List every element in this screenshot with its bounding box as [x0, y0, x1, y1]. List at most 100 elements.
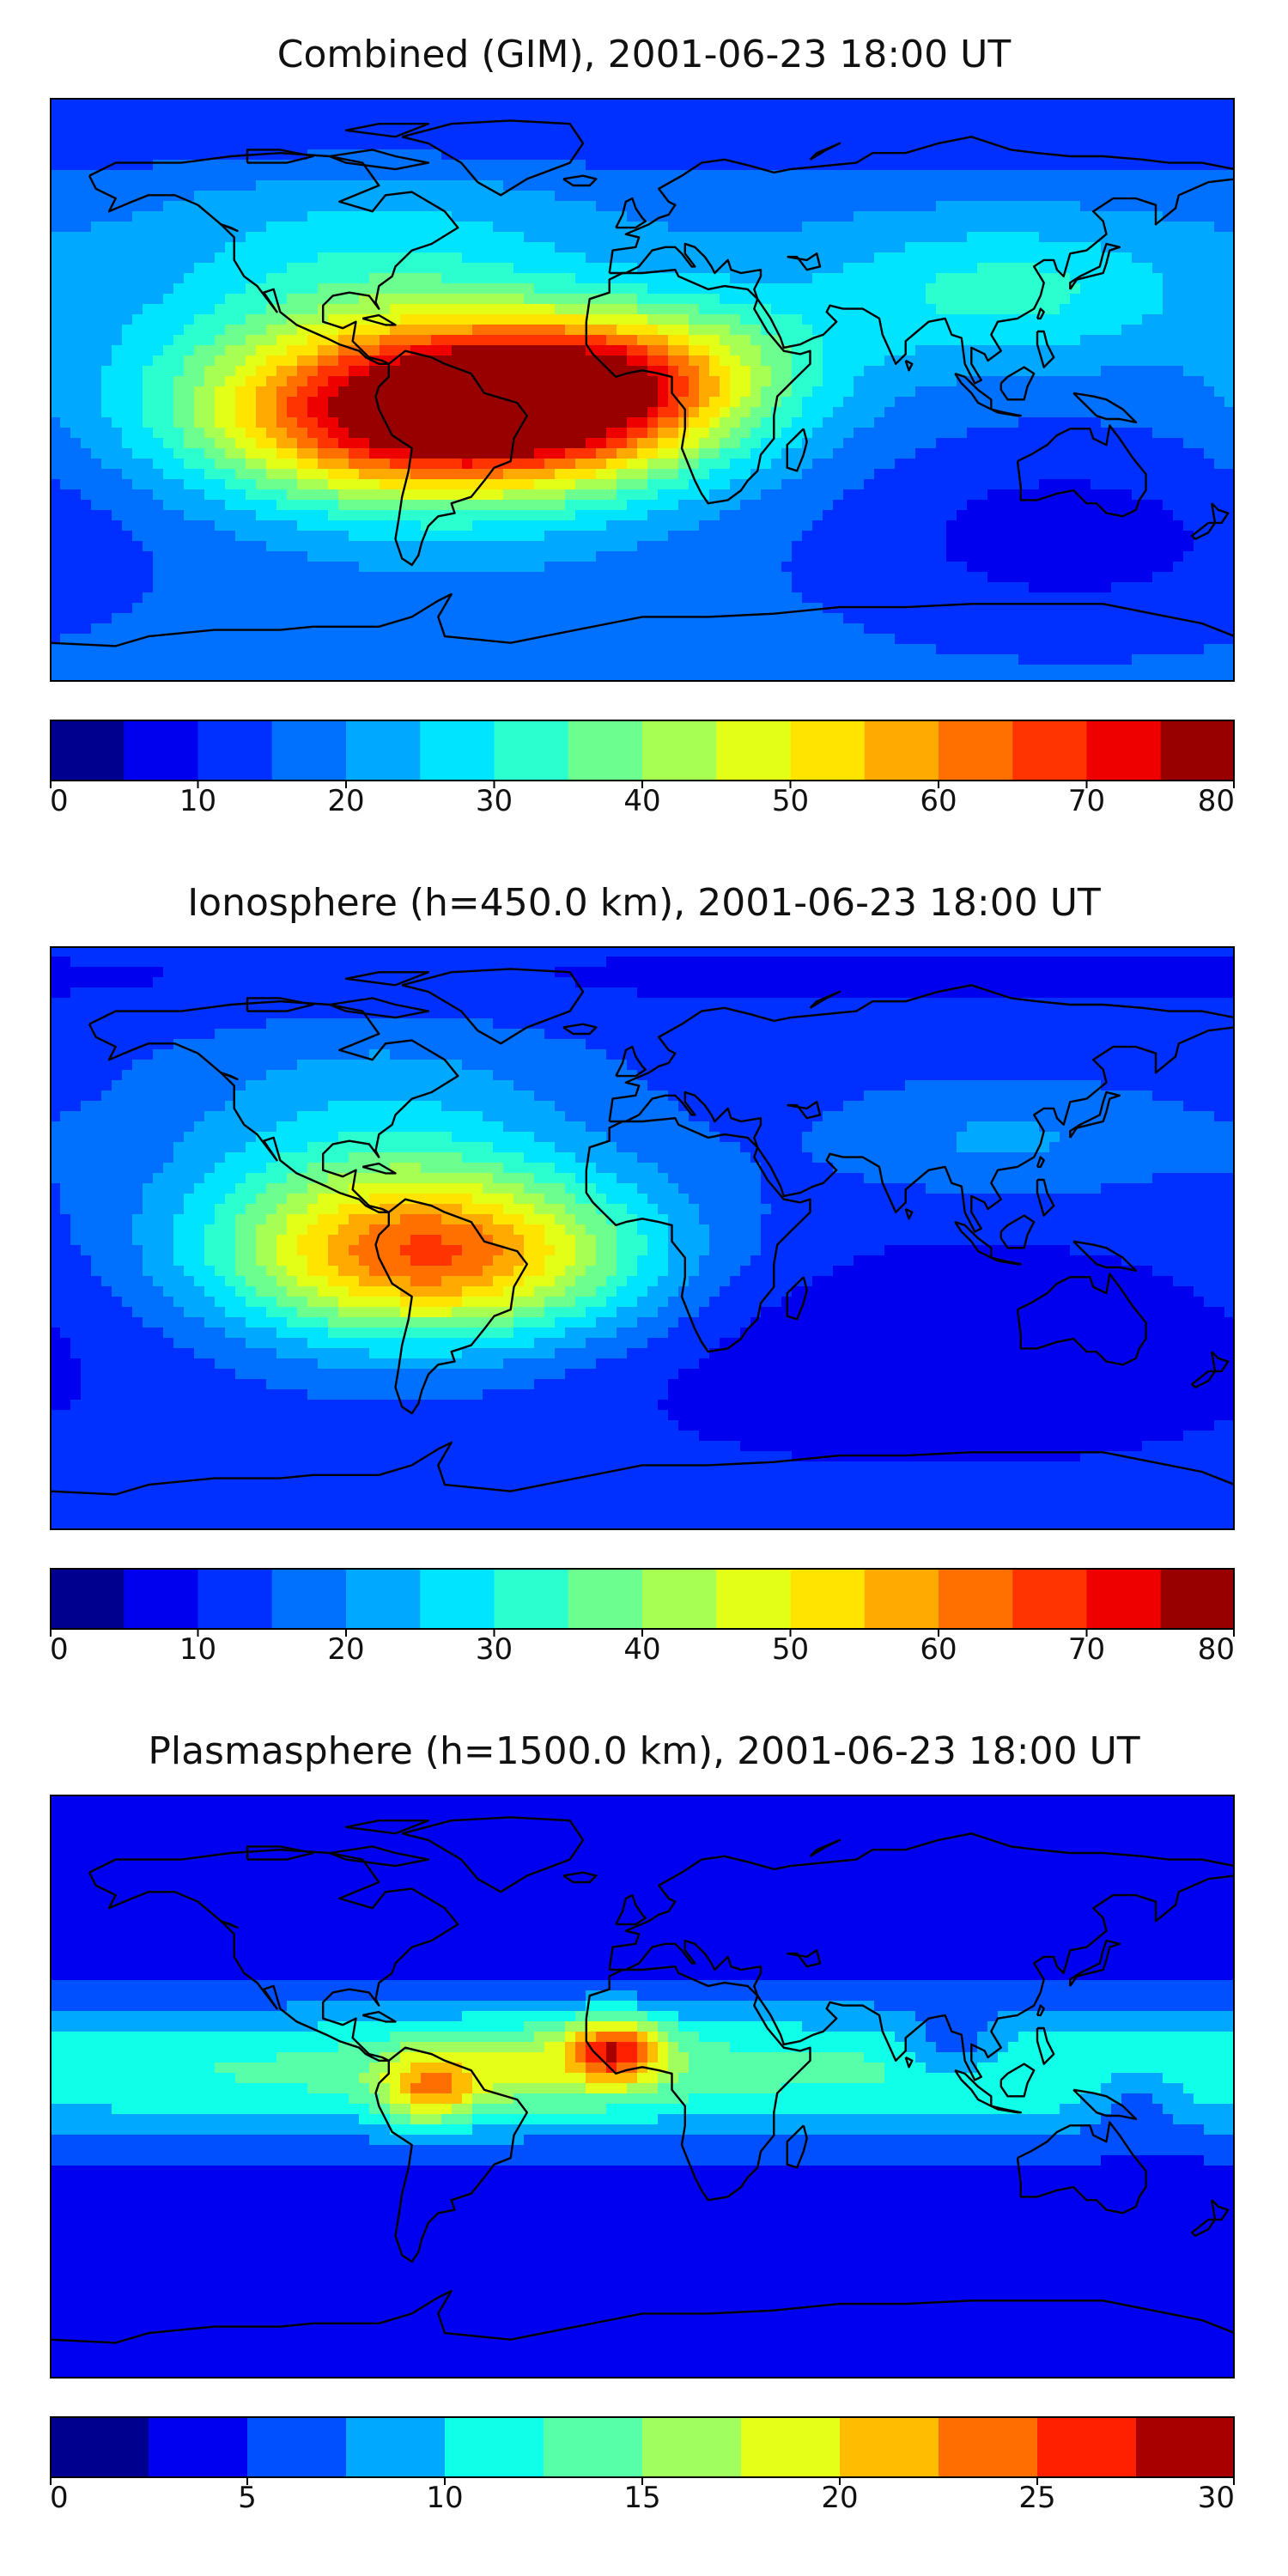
heatmap-cell: [730, 448, 741, 459]
heatmap-cell: [410, 335, 422, 346]
heatmap-cell: [297, 335, 308, 346]
heatmap-cell: [730, 201, 741, 212]
heatmap-cell: [235, 448, 246, 459]
heatmap-cell: [1080, 222, 1091, 233]
heatmap-cell: [1070, 355, 1081, 367]
heatmap-cell: [637, 479, 648, 490]
heatmap-cell: [720, 366, 731, 377]
heatmap-cell: [802, 386, 813, 398]
heatmap-cell: [184, 294, 195, 305]
heatmap-cell: [709, 335, 720, 346]
heatmap-cell: [596, 355, 607, 367]
heatmap-cell: [946, 149, 957, 161]
heatmap-cell: [1214, 294, 1225, 305]
heatmap-cell: [390, 355, 401, 367]
heatmap-cell: [833, 469, 844, 480]
heatmap-cell: [184, 139, 195, 150]
heatmap-cell: [173, 407, 185, 418]
heatmap-cell: [555, 438, 566, 449]
heatmap-cell: [380, 232, 391, 243]
heatmap-cell: [709, 232, 720, 243]
heatmap-cell: [441, 469, 453, 480]
heatmap-cell: [318, 417, 329, 428]
heatmap-cell: [1121, 118, 1133, 130]
heatmap-cell: [318, 273, 329, 284]
heatmap-cell: [606, 520, 617, 532]
heatmap-cell: [452, 180, 463, 191]
heatmap-cell: [400, 139, 411, 150]
heatmap-cell: [400, 500, 411, 511]
heatmap-cell: [338, 510, 349, 521]
heatmap-cell: [225, 180, 236, 191]
heatmap-cell: [936, 129, 947, 140]
heatmap-cell: [926, 448, 937, 459]
heatmap-cell: [297, 252, 308, 264]
heatmap-cell: [503, 139, 514, 150]
heatmap-cell: [307, 345, 319, 356]
heatmap-cell: [338, 273, 349, 284]
heatmap-cell: [730, 510, 741, 521]
heatmap-cell: [606, 294, 617, 305]
heatmap-cell: [905, 294, 916, 305]
heatmap-cell: [781, 283, 793, 295]
heatmap-cell: [173, 252, 185, 264]
heatmap-cell: [730, 345, 741, 356]
heatmap-cell: [1204, 469, 1215, 480]
heatmap-cell: [761, 252, 772, 264]
heatmap-cell: [483, 376, 494, 387]
heatmap-cell: [369, 479, 380, 490]
heatmap-cell: [349, 386, 360, 398]
heatmap-cell: [1029, 438, 1040, 449]
heatmap-cell: [617, 438, 628, 449]
heatmap-cell: [998, 325, 1009, 336]
heatmap-cell: [977, 98, 988, 109]
heatmap-cell: [781, 479, 793, 490]
heatmap-cell: [91, 263, 102, 274]
heatmap-cell: [812, 386, 823, 398]
heatmap-cell: [617, 510, 628, 521]
heatmap-cell: [328, 283, 339, 295]
heatmap-cell: [575, 428, 586, 439]
heatmap-cell: [81, 273, 92, 284]
heatmap-cell: [112, 531, 123, 542]
heatmap-cell: [349, 170, 360, 181]
heatmap-cell: [225, 417, 236, 428]
heatmap-cell: [1183, 345, 1194, 356]
heatmap-cell: [297, 191, 308, 202]
heatmap-cell: [60, 294, 71, 305]
heatmap-cell: [204, 520, 216, 532]
heatmap-cell: [122, 98, 133, 109]
heatmap-cell: [472, 232, 483, 243]
heatmap-cell: [1163, 180, 1174, 191]
heatmap-cell: [586, 448, 597, 459]
heatmap-cell: [225, 211, 236, 222]
heatmap-cell: [740, 139, 751, 150]
heatmap-cell: [792, 335, 803, 346]
heatmap-cell: [235, 428, 246, 439]
heatmap-cell: [493, 407, 504, 418]
heatmap-cell: [132, 500, 143, 511]
heatmap-cell: [112, 170, 123, 181]
heatmap-cell: [843, 191, 854, 202]
heatmap-cell: [276, 376, 288, 387]
heatmap-cell: [462, 108, 473, 119]
heatmap-cell: [1163, 242, 1174, 253]
heatmap-cell: [730, 417, 741, 428]
heatmap-cell: [380, 428, 391, 439]
heatmap-cell: [1224, 520, 1235, 532]
heatmap-cell: [926, 438, 937, 449]
heatmap-cell: [493, 170, 504, 181]
heatmap-cell: [854, 139, 865, 150]
heatmap-cell: [895, 283, 906, 295]
heatmap-cell: [1173, 448, 1184, 459]
heatmap-cell: [905, 201, 916, 212]
heatmap-cell: [1008, 139, 1019, 150]
heatmap-cell: [957, 407, 968, 418]
heatmap-cell: [70, 294, 82, 305]
heatmap-cell: [1142, 479, 1153, 490]
heatmap-cell: [617, 407, 628, 418]
heatmap-cell: [421, 428, 432, 439]
heatmap-cell: [709, 510, 720, 521]
heatmap-cell: [1029, 191, 1040, 202]
heatmap-cell: [91, 407, 102, 418]
